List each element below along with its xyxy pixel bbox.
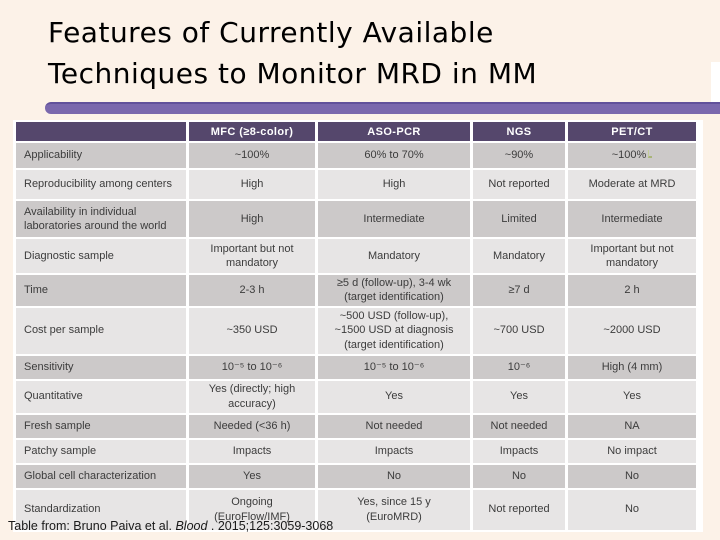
table-cell: No <box>568 489 696 530</box>
table-cell: High (4 mm) <box>568 355 696 379</box>
table-cell: Not reported <box>473 489 565 530</box>
table-cell: ≥5 d (follow-up), 3-4 wk (target identif… <box>318 275 470 306</box>
table-cell: ~2000 USD <box>568 307 696 354</box>
table-row: Cost per sample ~350 USD ~500 USD (follow-… <box>16 307 696 354</box>
row-label: Reproducibility among centers <box>16 170 186 199</box>
table-cell: Intermediate <box>318 201 470 237</box>
table-row: Standardization Ongoing (EuroFlow/IMF) Yes… <box>16 489 696 530</box>
table-cell: No <box>473 464 565 488</box>
mrd-techniques-table: MFC (≥8-color) ASO-PCR NGS PET/CT Applicabi… <box>13 120 703 532</box>
table-cell: Not needed <box>473 414 565 438</box>
corner-header-cell <box>16 122 186 141</box>
row-label: Time <box>16 275 186 306</box>
table-cell: Yes <box>189 464 315 488</box>
table-cell: Important but not mandatory <box>189 239 315 273</box>
table-cell: 60% to 70% <box>318 143 470 168</box>
table-cell: High <box>318 170 470 199</box>
table-cell: Needed (<36 h) <box>189 414 315 438</box>
table-cell: ~700 USD <box>473 307 565 354</box>
stray-cursor-mark <box>648 150 653 159</box>
table-cell: ~350 USD <box>189 307 315 354</box>
table-cell: Impacts <box>473 439 565 463</box>
table-cell: Yes (directly; high accuracy) <box>189 380 315 413</box>
table-cell: Limited <box>473 201 565 237</box>
table-row: Fresh sample Needed (<36 h) Not needed Not … <box>16 414 696 438</box>
table-cell: Not reported <box>473 170 565 199</box>
accent-bar-divider <box>45 102 720 114</box>
right-edge-notch <box>711 62 720 102</box>
table-cell: High <box>189 170 315 199</box>
table-row: Global cell characterization Yes No No No <box>16 464 696 488</box>
table-cell: ≥7 d <box>473 275 565 306</box>
citation-suffix: . 2015;125:3059-3068 <box>207 519 334 533</box>
table-cell: Yes <box>318 380 470 413</box>
slide-title: Features of Currently Available Techniqu… <box>48 12 537 94</box>
table-row: Reproducibility among centers High High Not… <box>16 170 696 199</box>
slide-title-line1: Features of Currently Available <box>48 16 494 49</box>
row-label: Quantitative <box>16 380 186 413</box>
table-cell: Important but not mandatory <box>568 239 696 273</box>
table-cell: 2 h <box>568 275 696 306</box>
table-cell: Mandatory <box>318 239 470 273</box>
table-cell: Intermediate <box>568 201 696 237</box>
table-cell: Yes, since 15 y (EuroMRD) <box>318 489 470 530</box>
table-cell: No impact <box>568 439 696 463</box>
table-cell: ~500 USD (follow-up), ~1500 USD at diagn… <box>318 307 470 354</box>
table-cell: Moderate at MRD <box>568 170 696 199</box>
table-row: Applicability ~100% 60% to 70% ~90% ~100% <box>16 143 696 168</box>
column-header: MFC (≥8-color) <box>189 122 315 141</box>
column-header: PET/CT <box>568 122 696 141</box>
column-header: ASO-PCR <box>318 122 470 141</box>
table-cell: No <box>568 464 696 488</box>
table-header-row: MFC (≥8-color) ASO-PCR NGS PET/CT <box>16 122 696 141</box>
slide-title-line2: Techniques to Monitor MRD in MM <box>48 57 538 90</box>
table-row: Diagnostic sample Important but not manda… <box>16 239 696 273</box>
table-row: Quantitative Yes (directly; high accuracy… <box>16 380 696 413</box>
table-body: Applicability ~100% 60% to 70% ~90% ~100% Rep… <box>16 143 696 530</box>
source-citation: Table from: Bruno Paiva et al. Blood . 2… <box>8 519 333 533</box>
table-cell: 10⁻⁵ to 10⁻⁶ <box>318 355 470 379</box>
table-cell: ~90% <box>473 143 565 168</box>
table-row: Time 2-3 h ≥5 d (follow-up), 3-4 wk (targe… <box>16 275 696 306</box>
table-row: Patchy sample Impacts Impacts Impacts No imp… <box>16 439 696 463</box>
row-label: Diagnostic sample <box>16 239 186 273</box>
table-cell: Yes <box>568 380 696 413</box>
table-cell: No <box>318 464 470 488</box>
citation-prefix: Table from: Bruno Paiva et al. <box>8 519 176 533</box>
table-row: Sensitivity 10⁻⁵ to 10⁻⁶ 10⁻⁵ to 10⁻⁶ 10⁻⁶ H… <box>16 355 696 379</box>
row-label: Global cell characterization <box>16 464 186 488</box>
table-cell: Not needed <box>318 414 470 438</box>
column-header: NGS <box>473 122 565 141</box>
table-cell: 10⁻⁵ to 10⁻⁶ <box>189 355 315 379</box>
table-cell: Ongoing (EuroFlow/IMF) <box>189 489 315 530</box>
table-cell: 2-3 h <box>189 275 315 306</box>
citation-journal: Blood <box>175 519 208 533</box>
table-cell: NA <box>568 414 696 438</box>
table-cell: Impacts <box>189 439 315 463</box>
row-label: Standardization <box>16 489 186 530</box>
table-cell: High <box>189 201 315 237</box>
table-cell: Mandatory <box>473 239 565 273</box>
table-cell: ~100% <box>189 143 315 168</box>
row-label: Availability in individual laboratories … <box>16 201 186 237</box>
row-label: Fresh sample <box>16 414 186 438</box>
table-cell: ~100% <box>568 143 696 168</box>
table-cell: 10⁻⁶ <box>473 355 565 379</box>
row-label: Sensitivity <box>16 355 186 379</box>
row-label: Applicability <box>16 143 186 168</box>
row-label: Patchy sample <box>16 439 186 463</box>
table-cell: Impacts <box>318 439 470 463</box>
table-row: Availability in individual laboratories … <box>16 201 696 237</box>
row-label: Cost per sample <box>16 307 186 354</box>
table-cell: Yes <box>473 380 565 413</box>
